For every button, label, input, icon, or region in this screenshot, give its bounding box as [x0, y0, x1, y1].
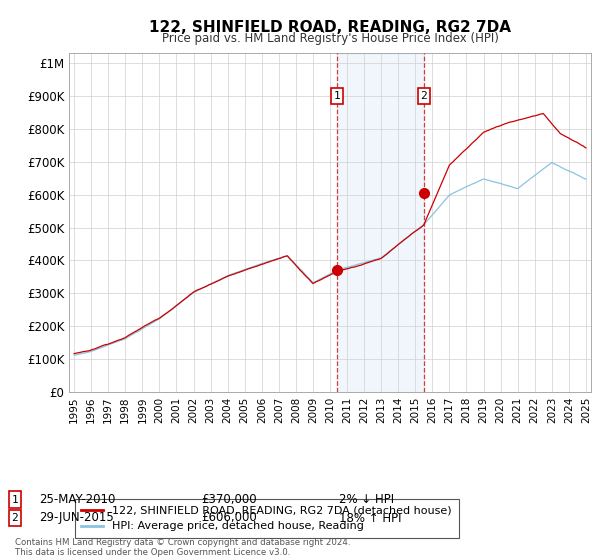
Bar: [337, 53, 424, 392]
Text: 29-JUN-2015: 29-JUN-2015: [39, 511, 114, 525]
Text: £606,000: £606,000: [201, 511, 257, 525]
Text: 2% ↓ HPI: 2% ↓ HPI: [339, 493, 394, 506]
Text: 1: 1: [334, 91, 340, 101]
Text: 2: 2: [421, 91, 427, 101]
Text: 122, SHINFIELD ROAD, READING, RG2 7DA: 122, SHINFIELD ROAD, READING, RG2 7DA: [149, 20, 511, 35]
Text: Price paid vs. HM Land Registry's House Price Index (HPI): Price paid vs. HM Land Registry's House …: [161, 32, 499, 45]
Text: 1: 1: [11, 494, 19, 505]
Text: 25-MAY-2010: 25-MAY-2010: [39, 493, 115, 506]
Text: £370,000: £370,000: [201, 493, 257, 506]
Legend: 122, SHINFIELD ROAD, READING, RG2 7DA (detached house), HPI: Average price, deta: 122, SHINFIELD ROAD, READING, RG2 7DA (d…: [74, 499, 458, 538]
Text: 18% ↑ HPI: 18% ↑ HPI: [339, 511, 401, 525]
Text: 2: 2: [11, 513, 19, 523]
Text: Contains HM Land Registry data © Crown copyright and database right 2024.
This d: Contains HM Land Registry data © Crown c…: [15, 538, 350, 557]
